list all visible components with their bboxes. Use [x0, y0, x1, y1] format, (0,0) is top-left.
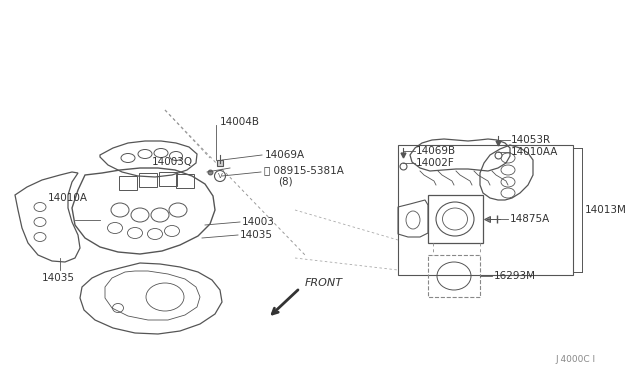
- Text: 16293M: 16293M: [494, 271, 536, 281]
- Text: (8): (8): [278, 176, 292, 186]
- Text: 14013M: 14013M: [585, 205, 627, 215]
- Bar: [119, 176, 137, 190]
- Bar: [139, 173, 157, 187]
- Text: 14010A: 14010A: [48, 193, 88, 203]
- Text: V: V: [218, 173, 222, 179]
- Text: 14035: 14035: [42, 273, 75, 283]
- Text: 14003: 14003: [242, 217, 275, 227]
- Text: 14004B: 14004B: [220, 117, 260, 127]
- Text: 14002F: 14002F: [416, 158, 455, 168]
- Text: 14069A: 14069A: [265, 150, 305, 160]
- Text: Ⓥ 08915-5381A: Ⓥ 08915-5381A: [264, 165, 344, 175]
- Text: J 4000C I: J 4000C I: [555, 356, 595, 365]
- Text: 14053R: 14053R: [511, 135, 551, 145]
- Bar: [176, 174, 194, 188]
- Text: 14069B: 14069B: [416, 146, 456, 156]
- Bar: [428, 195, 483, 243]
- Text: FRONT: FRONT: [305, 278, 343, 288]
- Text: 14010AA: 14010AA: [511, 147, 558, 157]
- Text: 14035: 14035: [240, 230, 273, 240]
- Bar: [398, 145, 573, 275]
- Bar: [159, 172, 177, 186]
- Bar: [428, 255, 480, 297]
- Text: 14003Q: 14003Q: [152, 157, 193, 167]
- Text: 14875A: 14875A: [510, 214, 550, 224]
